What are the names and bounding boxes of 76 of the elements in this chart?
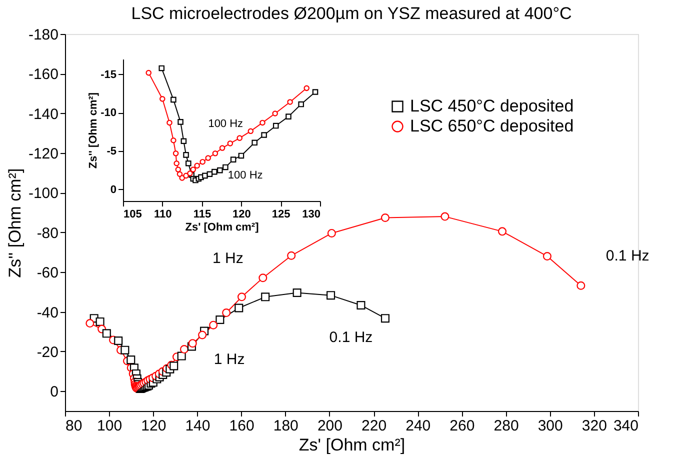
point xyxy=(498,227,506,236)
point xyxy=(170,362,178,370)
x-tick-label: 300 xyxy=(538,418,563,434)
y-tick-label: -80 xyxy=(36,224,58,242)
y-tick-label: -140 xyxy=(28,106,58,123)
point xyxy=(180,345,188,354)
chart-title: LSC microelectrodes Ø200µm on YSZ measured at 400°C xyxy=(131,4,572,23)
legend-label: LSC 650°C deposited xyxy=(410,116,574,136)
point xyxy=(327,228,336,238)
point xyxy=(258,274,268,282)
x-tick-label: 130 xyxy=(302,208,320,220)
point xyxy=(542,252,552,260)
annotation: 1 Hz xyxy=(212,250,244,267)
point xyxy=(380,213,390,222)
x-tick-label: 320 xyxy=(582,418,607,434)
y-tick-label: 0 xyxy=(110,184,116,196)
y-tick-label: 0 xyxy=(50,384,58,401)
point xyxy=(237,292,246,302)
point xyxy=(177,352,186,360)
point xyxy=(216,315,224,324)
point xyxy=(292,288,302,297)
x-tick-label: 180 xyxy=(273,418,298,434)
point xyxy=(287,251,296,260)
y-tick-label: -20 xyxy=(36,344,58,361)
y-tick-label: -60 xyxy=(36,264,58,282)
point xyxy=(102,329,111,338)
point xyxy=(209,320,218,330)
y-tick-label: -5 xyxy=(106,146,116,158)
x-tick-label: 280 xyxy=(494,418,519,434)
annotation: 1 Hz xyxy=(214,351,245,368)
point xyxy=(188,339,197,348)
point xyxy=(576,281,586,290)
x-tick-label: 110 xyxy=(154,208,172,220)
point xyxy=(86,319,94,328)
y-tick-label: -160 xyxy=(28,66,58,84)
y-axis-title: Zs'' [Ohm cm²] xyxy=(88,92,100,169)
x-tick-label: 120 xyxy=(141,418,166,434)
y-tick-label: -180 xyxy=(28,26,58,44)
annotation: 0.1 Hz xyxy=(329,329,373,346)
annotation: 100 Hz xyxy=(208,118,244,130)
point xyxy=(96,317,104,326)
point xyxy=(114,336,123,346)
annotation: 100 Hz xyxy=(228,169,263,182)
x-axis-title: Zs' [Ohm cm²] xyxy=(298,436,406,454)
x-tick-label: 340 xyxy=(613,418,638,434)
x-tick-label: 115 xyxy=(193,208,212,220)
x-tick-label: 240 xyxy=(406,418,431,434)
point xyxy=(222,308,231,318)
point xyxy=(261,292,270,302)
annotation: 0.1 Hz xyxy=(606,248,650,265)
y-tick-label: -40 xyxy=(36,304,58,322)
x-tick-label: 80 xyxy=(66,418,82,434)
x-tick-label: 200 xyxy=(317,418,342,434)
x-tick-label: 160 xyxy=(229,418,254,434)
y-axis-title: Zs'' [Ohm cm²] xyxy=(5,168,24,278)
point xyxy=(120,346,130,354)
point xyxy=(356,300,366,310)
legend-label: LSC 450°C deposited xyxy=(410,96,574,116)
x-tick-label: 105 xyxy=(124,208,142,220)
y-tick-label: -10 xyxy=(100,107,116,120)
point xyxy=(198,330,207,340)
point xyxy=(380,314,390,323)
point xyxy=(234,304,244,312)
point xyxy=(440,212,450,221)
y-tick-label: -120 xyxy=(28,146,58,163)
y-tick-label: -15 xyxy=(100,68,116,81)
x-tick-label: 220 xyxy=(362,418,387,434)
x-tick-label: 260 xyxy=(450,418,475,434)
x-tick-label: 100 xyxy=(97,418,122,434)
x-tick-label: 140 xyxy=(185,418,210,434)
x-tick-label: 120 xyxy=(232,208,251,220)
x-tick-label: 125 xyxy=(272,208,290,220)
y-tick-label: -100 xyxy=(28,185,58,202)
point xyxy=(126,356,136,364)
point xyxy=(326,291,336,300)
x-axis-title: Zs' [Ohm cm²] xyxy=(185,222,260,234)
